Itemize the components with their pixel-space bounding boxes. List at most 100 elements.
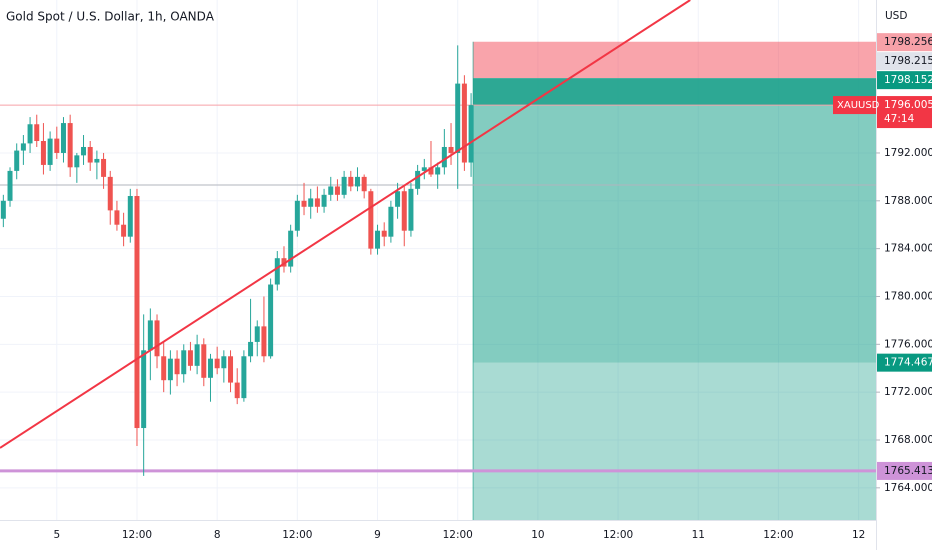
candle-body [127, 196, 133, 237]
candle-body [201, 344, 207, 378]
candle-body [141, 350, 147, 429]
target-label-bg [877, 353, 932, 372]
candle-body [27, 124, 33, 144]
candle-body [361, 176, 367, 192]
candle-body [401, 191, 407, 231]
candle-body [0, 200, 6, 219]
y-tick-label: 1784.000 [884, 243, 932, 255]
candle-body [7, 170, 13, 201]
support-label-bg [877, 461, 932, 480]
candle-body [455, 83, 461, 153]
candle-body [181, 350, 187, 375]
candle-body [194, 344, 200, 366]
y-tick-label: 1768.000 [884, 434, 932, 446]
candle-body [308, 198, 314, 207]
y-tick-label: 1792.000 [884, 147, 932, 159]
candle-body [154, 320, 160, 357]
candle-body [174, 358, 180, 375]
candle-body [47, 138, 53, 165]
candle-body [40, 141, 46, 165]
candle-body [395, 191, 401, 207]
candle-body [161, 356, 167, 381]
candle-body [228, 356, 234, 383]
profit-zone-open [473, 78, 876, 106]
currency: USD [885, 10, 907, 22]
x-tick-label: 10 [531, 529, 544, 541]
symbol: XAUUSD [837, 100, 880, 111]
level-label-bg [877, 52, 932, 71]
candle-body [441, 146, 447, 168]
candle-body [415, 170, 421, 189]
candle-body [421, 167, 427, 171]
candle-body [241, 356, 247, 399]
entry-label: 1798.152 [884, 74, 932, 86]
candle-body [314, 198, 320, 207]
candle-body [101, 158, 107, 177]
candle-body [94, 158, 100, 163]
y-tick-label: 1788.000 [884, 195, 932, 207]
x-tick-label: 12:00 [443, 529, 473, 541]
countdown: 47:14 [884, 113, 915, 125]
y-tick-label: 1772.000 [884, 386, 932, 398]
candle-body [87, 146, 93, 163]
candle-body [368, 191, 374, 249]
candle-body [408, 188, 414, 231]
symbol-bg [833, 96, 876, 115]
candle-body [134, 196, 140, 429]
candle-body [234, 382, 240, 399]
candle-body [14, 150, 20, 171]
candle-body [341, 176, 347, 195]
candle-body [274, 258, 280, 285]
candle-body [214, 358, 220, 369]
x-tick-label: 11 [692, 529, 705, 541]
x-tick-label: 9 [374, 529, 381, 541]
candle-body [301, 200, 307, 207]
x-tick-label: 12:00 [282, 529, 312, 541]
candle-body [121, 224, 127, 237]
chart-title: Gold Spot / U.S. Dollar, 1h, OANDA [6, 10, 215, 24]
candle-body [74, 155, 80, 168]
candle-body [435, 167, 441, 175]
x-tick-label: 8 [214, 529, 221, 541]
candle-body [321, 194, 327, 207]
x-tick-label: 12:00 [603, 529, 633, 541]
candle-body [60, 123, 66, 153]
candle-body [268, 284, 274, 357]
candle-body [288, 230, 294, 267]
candle-body [254, 326, 260, 342]
candle-body [147, 320, 153, 351]
plot-area [0, 0, 876, 520]
y-tick-label: 1776.000 [884, 338, 932, 350]
level-label: 1798.215 [884, 55, 932, 67]
stop-label-bg [877, 33, 932, 52]
last-price: 1796.005 [884, 99, 932, 111]
stop-zone [473, 41, 876, 79]
x-tick-label: 12:00 [122, 529, 152, 541]
candle-body [334, 186, 340, 195]
candle-body [187, 350, 193, 366]
profit-zone [473, 105, 876, 363]
candle-body [248, 341, 254, 357]
candle-body [54, 138, 60, 153]
candle-body [461, 83, 467, 163]
candle-body [114, 210, 120, 225]
candle-body [468, 105, 474, 163]
candle-body [261, 326, 267, 357]
x-tick-label: 12:00 [763, 529, 793, 541]
candle-body [294, 200, 300, 231]
last-price-bg [877, 96, 932, 129]
candle-body [388, 206, 394, 237]
target-label: 1774.467 [884, 357, 932, 369]
candle-body [428, 167, 434, 175]
candle-body [281, 258, 287, 267]
candle-body [381, 230, 387, 237]
candle-body [448, 146, 454, 153]
entry-label-bg [877, 71, 932, 90]
candle-body [107, 176, 113, 211]
candle-body [67, 123, 73, 168]
support-label: 1765.413 [884, 465, 932, 477]
candle-body [375, 230, 381, 249]
candle-body [167, 358, 173, 381]
